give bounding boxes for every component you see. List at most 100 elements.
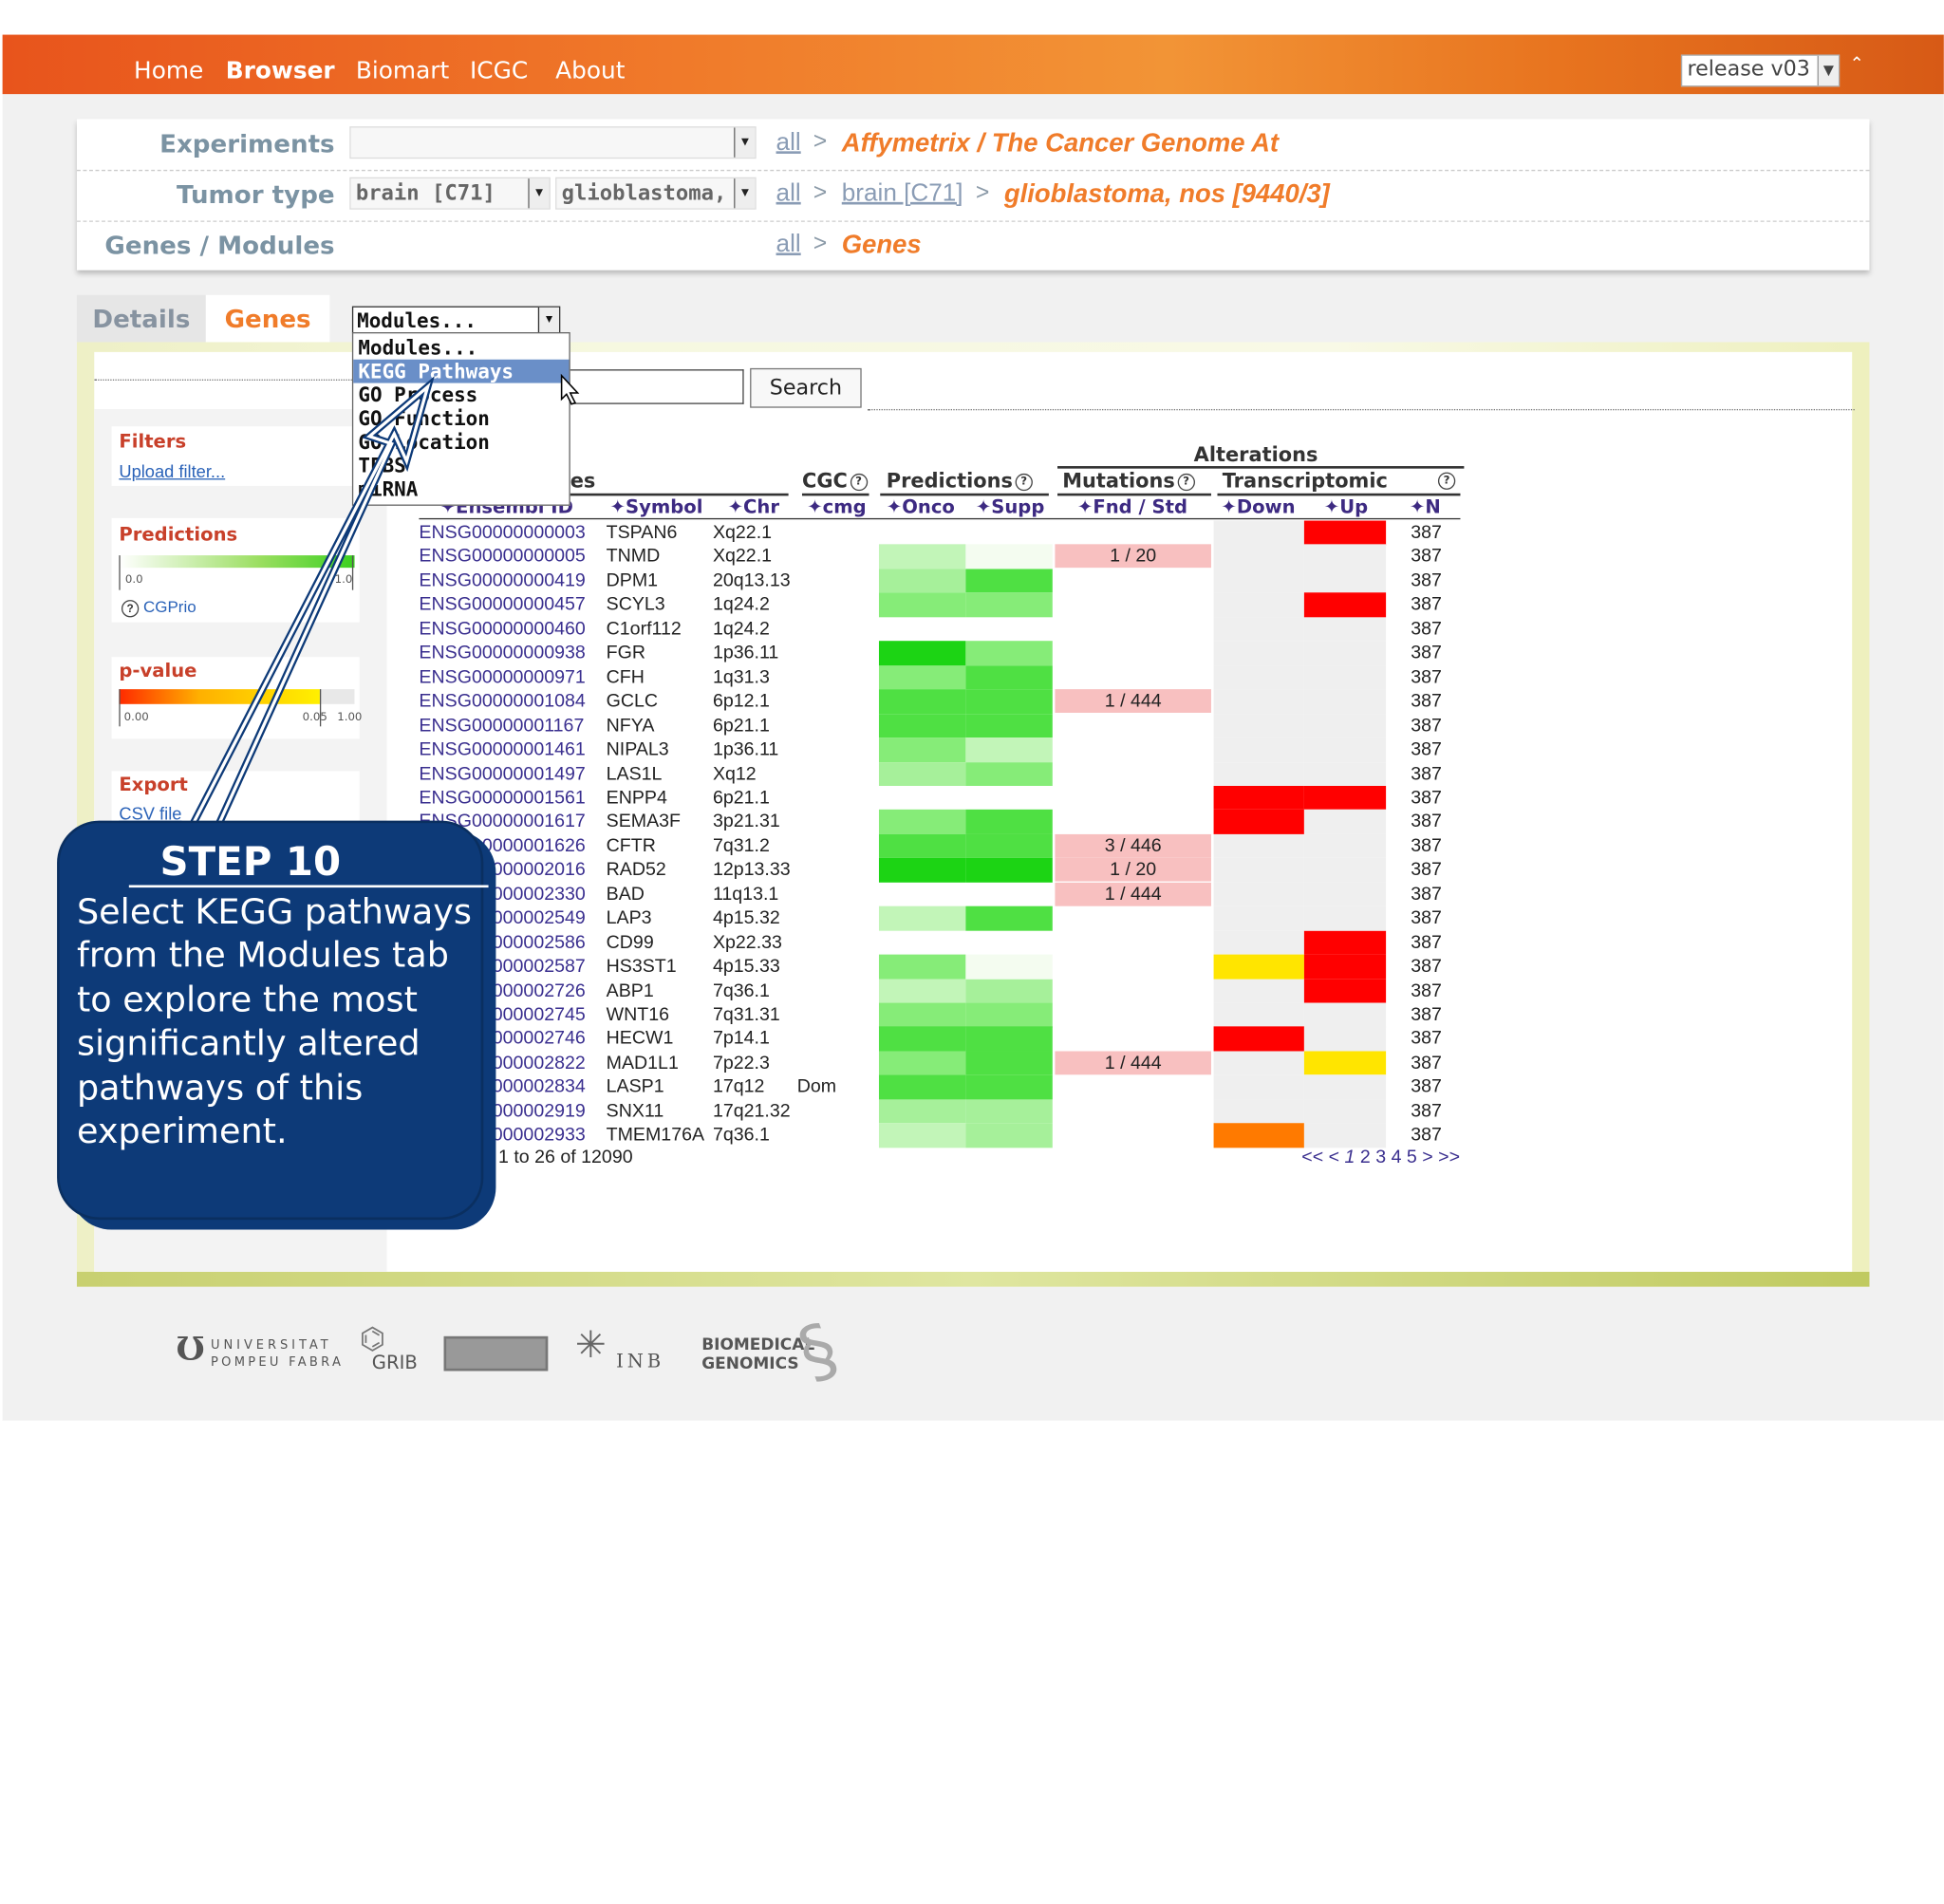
table-row[interactable]: ENSG00000000003 TSPAN6 Xq22.1 387 xyxy=(419,520,1485,545)
tumor-type-select-2[interactable]: glioblastoma, ▼ xyxy=(555,177,757,210)
table-row[interactable]: ENSG00000000005 TNMD Xq22.1 1 / 20 387 xyxy=(419,544,1485,569)
col-fnd-std[interactable]: ✦Fnd / Std xyxy=(1076,495,1187,518)
table-row[interactable]: ENSG00000000971 CFH 1q31.3 387 xyxy=(419,664,1485,690)
table-row[interactable]: ENSG00000002745 WNT16 7q31.31 387 xyxy=(419,1002,1485,1028)
table-row[interactable]: ENSG00000001561 ENPP4 6p21.1 387 xyxy=(419,785,1485,811)
header-cgc: CGC? xyxy=(802,469,868,492)
nav-home[interactable]: Home xyxy=(134,57,204,84)
pager-page-5[interactable]: 5 xyxy=(1406,1147,1417,1168)
col-symbol[interactable]: ✦Symbol xyxy=(609,495,703,518)
gene-symbol: ENPP4 xyxy=(606,787,667,809)
table-row[interactable]: ENSG00000001167 NFYA 6p21.1 387 xyxy=(419,713,1485,738)
table-row[interactable]: ENSG00000000419 DPM1 20q13.13 387 xyxy=(419,569,1485,593)
col-n[interactable]: ✦N xyxy=(1409,495,1441,518)
pager-page-4[interactable]: 4 xyxy=(1391,1147,1402,1168)
table-row[interactable]: ENSG00000000457 SCYL3 1q24.2 387 xyxy=(419,592,1485,618)
release-select[interactable]: release v03 ▼ xyxy=(1680,54,1841,87)
nav-icgc[interactable]: ICGC xyxy=(469,57,529,84)
ensembl-id-link[interactable]: ENSG00000001561 xyxy=(419,787,586,809)
table-row[interactable]: ENSG00000001626 CFTR 7q31.2 3 / 446 387 xyxy=(419,833,1485,859)
col-up[interactable]: ✦Up xyxy=(1323,495,1369,518)
slider-handle[interactable] xyxy=(119,555,121,590)
modules-select[interactable]: Modules... ▼ xyxy=(351,306,561,334)
ensembl-id-link[interactable]: ENSG00000000003 xyxy=(419,521,586,544)
nav-biomart[interactable]: Biomart xyxy=(355,57,450,84)
ensembl-id-link[interactable]: ENSG00000001461 xyxy=(419,738,586,760)
cgprio-link[interactable]: ? CGPrio xyxy=(119,597,196,617)
pager-page-2[interactable]: 2 xyxy=(1359,1147,1371,1168)
search-input[interactable] xyxy=(568,369,744,404)
table-row[interactable]: ENSG00000002933 TMEM176A 7q36.1 387 xyxy=(419,1123,1485,1148)
csv-export-link[interactable]: CSV file xyxy=(119,803,182,824)
pager-next[interactable]: > xyxy=(1422,1147,1433,1168)
option-tfbs[interactable]: TFBS xyxy=(358,453,406,477)
table-row[interactable]: ENSG00000002822 MAD1L1 7p22.3 1 / 444 387 xyxy=(419,1051,1485,1075)
table-row[interactable]: ENSG00000002834 LASP1 17q12 Dom 387 xyxy=(419,1074,1485,1100)
col-onco[interactable]: ✦Onco xyxy=(886,495,955,518)
pager-first[interactable]: << xyxy=(1301,1147,1324,1168)
col-cmg[interactable]: ✦cmg xyxy=(807,495,867,518)
table-row[interactable]: ENSG00000000460 C1orf112 1q24.2 387 xyxy=(419,617,1485,642)
pager-last[interactable]: >> xyxy=(1438,1147,1461,1168)
table-row[interactable]: ENSG00000001084 GCLC 6p12.1 1 / 444 387 xyxy=(419,689,1485,714)
tumor-type-select-1[interactable]: brain [C71] ▼ xyxy=(349,177,551,210)
ensembl-id-link[interactable]: ENSG00000000005 xyxy=(419,546,586,568)
nav-about[interactable]: About xyxy=(555,57,626,84)
ensembl-id-link[interactable]: ENSG00000000938 xyxy=(419,642,586,664)
experiments-select[interactable]: ▼ xyxy=(349,126,757,159)
search-button[interactable]: Search xyxy=(750,367,862,408)
col-chr[interactable]: ✦Chr xyxy=(727,495,780,518)
ensembl-id-link[interactable]: ENSG00000000971 xyxy=(419,666,586,688)
ensembl-id-link[interactable]: ENSG00000000419 xyxy=(419,569,586,591)
help-icon[interactable]: ? xyxy=(850,473,868,491)
ensembl-id-link[interactable]: ENSG00000001084 xyxy=(419,690,586,712)
table-row[interactable]: ENSG00000002016 RAD52 12p13.33 1 / 20 387 xyxy=(419,858,1485,883)
col-down[interactable]: ✦Down xyxy=(1221,495,1296,518)
option-kegg-pathways[interactable]: KEGG Pathways xyxy=(353,359,570,383)
table-row[interactable]: ENSG00000001497 LAS1L Xq12 387 xyxy=(419,761,1485,787)
table-row[interactable]: ENSG00000002549 LAP3 4p15.32 387 xyxy=(419,905,1485,931)
nav-browser[interactable]: Browser xyxy=(225,57,335,84)
table-row[interactable]: ENSG00000002746 HECW1 7p14.1 387 xyxy=(419,1026,1485,1052)
mutation-cell: 1 / 20 xyxy=(1055,858,1211,882)
table-row[interactable]: ENSG00000001461 NIPAL3 1p36.11 387 xyxy=(419,737,1485,762)
tab-genes[interactable]: Genes xyxy=(205,294,330,343)
table-row[interactable]: ENSG00000002330 BAD 11q13.1 1 / 444 387 xyxy=(419,882,1485,907)
experiments-all-link[interactable]: all xyxy=(776,128,801,157)
supp-cell xyxy=(965,1074,1053,1100)
slider-handle[interactable] xyxy=(119,689,121,727)
table-row[interactable]: ENSG00000001617 SEMA3F 3p21.31 387 xyxy=(419,810,1485,834)
help-icon[interactable]: ? xyxy=(1015,473,1033,491)
option-go-function[interactable]: GO Function xyxy=(358,406,490,431)
genes-modules-all-link[interactable]: all xyxy=(776,230,801,258)
pager-prev[interactable]: < xyxy=(1328,1147,1340,1168)
breadcrumb-separator: > xyxy=(813,179,828,206)
col-supp[interactable]: ✦Supp xyxy=(975,495,1045,518)
ensembl-id-link[interactable]: ENSG00000000460 xyxy=(419,618,586,640)
tab-details[interactable]: Details xyxy=(76,294,206,343)
table-row[interactable]: ENSG00000000938 FGR 1p36.11 387 xyxy=(419,641,1485,665)
collapse-icon[interactable]: ⌃ xyxy=(1849,54,1864,75)
option-go-process[interactable]: GO Process xyxy=(358,383,478,407)
table-row[interactable]: ENSG00000002726 ABP1 7q36.1 387 xyxy=(419,979,1485,1003)
pager-page-3[interactable]: 3 xyxy=(1375,1147,1387,1168)
sample-count: 387 xyxy=(1411,1003,1442,1026)
tumor-type-all-link[interactable]: all xyxy=(776,179,801,208)
tumor-type-brain-link[interactable]: brain [C71] xyxy=(841,179,963,208)
table-row[interactable]: ENSG00000002587 HS3ST1 4p15.33 387 xyxy=(419,954,1485,980)
option-go-location[interactable]: GO Location xyxy=(358,430,490,454)
col-symbol-label: Symbol xyxy=(625,495,703,518)
pager-page-1[interactable]: 1 xyxy=(1344,1147,1355,1168)
option-mirna[interactable]: miRNA xyxy=(358,476,419,501)
upload-filter-link[interactable]: Upload filter... xyxy=(119,460,226,481)
ensembl-id-link[interactable]: ENSG00000001167 xyxy=(419,715,585,737)
gene-symbol: MAD1L1 xyxy=(606,1052,679,1073)
table-row[interactable]: ENSG00000002919 SNX11 17q21.32 387 xyxy=(419,1099,1485,1124)
ensembl-id-link[interactable]: ENSG00000001497 xyxy=(419,762,586,785)
table-row[interactable]: ENSG00000002586 CD99 Xp22.33 387 xyxy=(419,930,1485,955)
help-icon[interactable]: ? xyxy=(1177,473,1195,491)
help-icon[interactable]: ? xyxy=(1437,472,1456,490)
option-modules[interactable]: Modules... xyxy=(358,335,478,360)
ensembl-id-link[interactable]: ENSG00000000457 xyxy=(419,594,586,616)
export-box: Export CSV file xyxy=(111,771,360,824)
